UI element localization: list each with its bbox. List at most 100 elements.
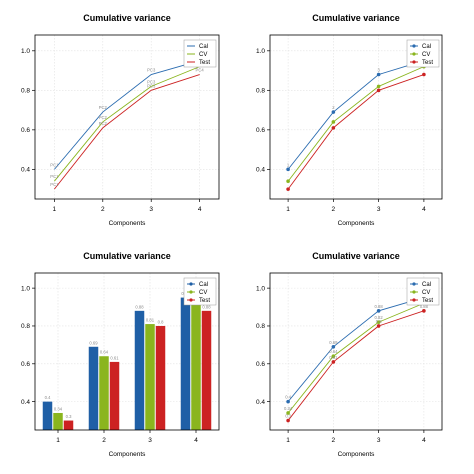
legend-label-test: Test: [422, 298, 433, 304]
y-tick-label: 0.6: [256, 127, 265, 134]
chart-panel-2: Cumulative variance12340.40.60.81.01234C…: [256, 13, 443, 227]
x-tick-label: 2: [101, 206, 105, 213]
point-label: 0.82: [375, 315, 384, 320]
point-label: PC2: [99, 115, 108, 120]
x-tick-label: 1: [56, 437, 60, 444]
point-label: PC3: [147, 79, 156, 84]
y-tick-label: 1.0: [256, 48, 265, 55]
x-tick-label: 4: [198, 206, 202, 213]
x-tick-label: 3: [377, 437, 381, 444]
series-line-test: [287, 310, 425, 421]
legend-marker-cal: [412, 44, 416, 48]
chart-panel-1: Cumulative variance PC1 PC2 PC3 PC4 PC1 PC2 PC3…: [21, 13, 220, 227]
y-tick-label: 0.4: [256, 167, 265, 174]
point-label: 0.61: [329, 355, 338, 360]
legend-marker-test: [412, 298, 416, 302]
bar-cv-1: [53, 412, 63, 430]
point-cal-1: [286, 167, 290, 172]
y-tick-label: 0.4: [21, 167, 30, 174]
point-cv-1: [286, 411, 290, 415]
point-label: 0.64: [329, 349, 338, 354]
legend-label-cv: CV: [199, 52, 207, 58]
bar-test-2: [109, 361, 120, 430]
point-label: PC1: [50, 162, 59, 167]
point-label: PC1: [50, 174, 59, 179]
data-label: 0.64: [100, 350, 109, 355]
point-label: PC4: [196, 68, 205, 73]
bar-test-1: [63, 420, 74, 430]
y-tick-label: 0.6: [21, 127, 30, 134]
point-label: 0.4: [285, 395, 291, 400]
chart-panel-4: Cumulative variance0.40.690.880.950.340.…: [256, 251, 443, 458]
bar-test-4: [201, 310, 212, 430]
bar-cal-3: [134, 310, 145, 430]
legend-label-cv: CV: [422, 290, 430, 296]
data-label: 0.81: [146, 318, 155, 323]
point-label: 3: [377, 68, 380, 73]
series-line-cv: [54, 66, 200, 182]
legend-label-test: Test: [199, 298, 210, 304]
x-axis-label: Components: [109, 220, 147, 227]
legend-marker-cv: [412, 290, 416, 294]
plot-frame: [269, 272, 443, 431]
point-label: PC3: [147, 83, 156, 88]
y-tick-label: 0.6: [256, 361, 265, 368]
point-label: 0.3: [285, 414, 291, 419]
chart-title: Cumulative variance: [312, 251, 400, 261]
point-label: 0.69: [329, 340, 338, 345]
bar-cal-2: [88, 346, 99, 430]
point-cv-3: [376, 320, 381, 324]
legend-label-cv: CV: [199, 290, 207, 296]
y-tick-label: 0.4: [256, 399, 265, 406]
y-tick-label: 0.8: [256, 323, 265, 330]
x-axis-label: Components: [338, 451, 376, 458]
point-label: PC2: [99, 121, 108, 126]
legend-marker-test: [189, 298, 193, 302]
data-label: 0.3: [66, 414, 72, 419]
point-label: PC3: [147, 68, 156, 73]
point-test-3: [376, 88, 381, 93]
x-tick-label: 1: [53, 206, 57, 213]
data-label: 0.61: [110, 355, 119, 360]
x-tick-label: 2: [332, 206, 336, 213]
point-cal-3: [376, 72, 381, 77]
y-tick-label: 0.8: [21, 323, 30, 330]
series-line-cv: [287, 66, 425, 182]
series-line-test: [287, 74, 425, 190]
point-cv-1: [286, 179, 290, 184]
legend-label-cv: CV: [422, 52, 430, 58]
point-cal-2: [331, 110, 336, 114]
y-tick-label: 1.0: [256, 285, 265, 292]
data-label: 0.88: [202, 304, 211, 309]
x-tick-label: 1: [286, 437, 290, 444]
bar-test-3: [155, 325, 166, 430]
x-tick-label: 3: [148, 437, 152, 444]
y-tick-label: 0.8: [21, 88, 30, 95]
bar-cv-4: [191, 303, 201, 430]
x-tick-label: 3: [149, 206, 153, 213]
point-label: PC2: [99, 105, 108, 110]
point-cv-2: [331, 354, 336, 359]
chart-title: Cumulative variance: [83, 251, 171, 261]
legend-label-cal: Cal: [422, 282, 431, 288]
point-test-2: [331, 126, 336, 130]
legend-label-test: Test: [422, 60, 433, 66]
x-axis-label: Components: [109, 451, 147, 458]
point-test-3: [376, 324, 381, 328]
plot-frame: [34, 34, 220, 200]
legend-label-cal: Cal: [199, 44, 208, 50]
point-cal-1: [286, 399, 290, 404]
x-tick-label: 2: [332, 437, 336, 444]
plot-frame: [269, 34, 443, 200]
x-tick-label: 2: [102, 437, 106, 444]
legend-marker-test: [412, 60, 416, 64]
series-line-cal: [287, 60, 425, 170]
legend-marker-cal: [189, 282, 193, 286]
y-tick-label: 0.4: [21, 399, 30, 406]
series-line-cv: [287, 302, 425, 414]
bar-cal-4: [180, 297, 191, 430]
x-tick-label: 4: [422, 437, 426, 444]
legend-label-cal: Cal: [199, 282, 208, 288]
point-label: 1: [287, 162, 290, 167]
point-label: 2: [332, 105, 335, 110]
